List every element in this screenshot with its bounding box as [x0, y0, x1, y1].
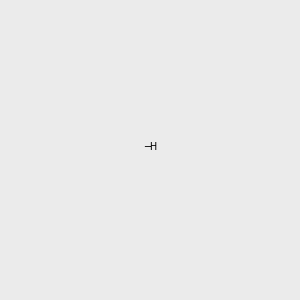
Text: ─H: ─H: [144, 142, 157, 152]
